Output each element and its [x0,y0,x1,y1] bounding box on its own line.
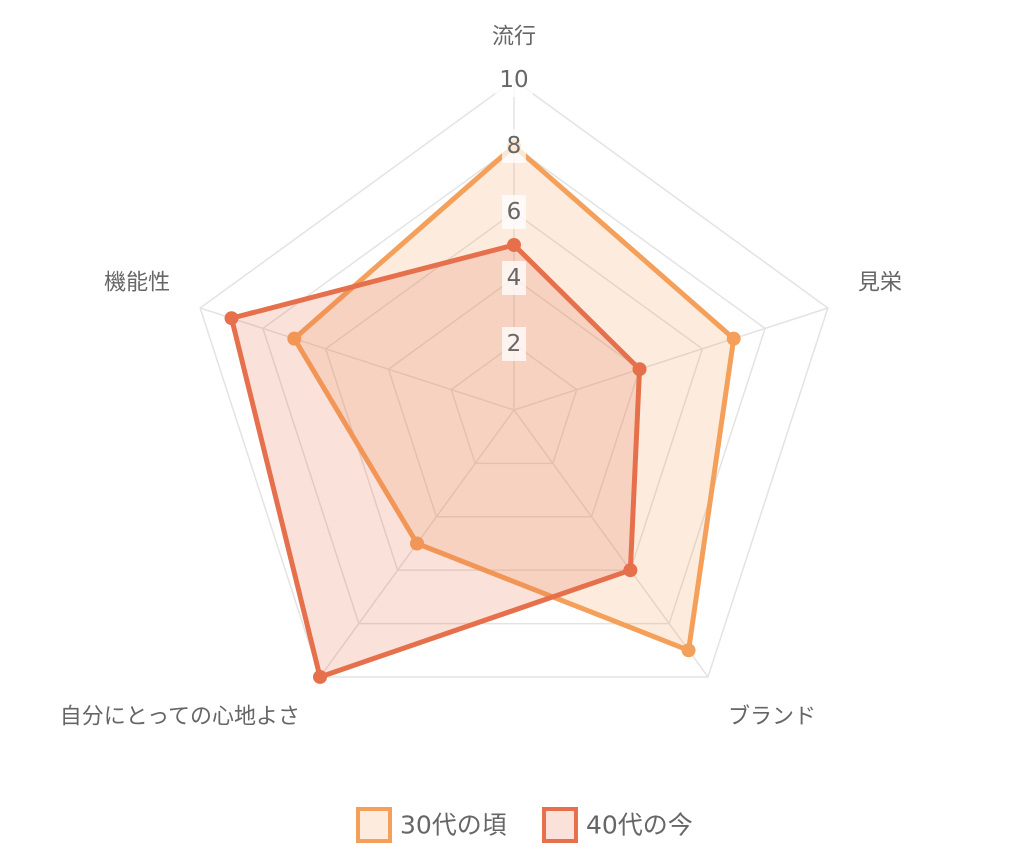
legend-label: 40代の今 [586,811,693,840]
tick-backdrop [502,129,526,163]
tick-backdrop [502,327,526,361]
tick-backdrop [502,261,526,295]
axis-label-4: 自分にとっての心地よさ [60,704,300,729]
legend-item-2[interactable]: 40代の今 [542,807,693,843]
tick-label-10: 10 [499,67,528,93]
grid-ring [450,343,578,465]
legend-swatch [542,807,578,843]
grid-ring [387,277,641,518]
data-point-series2-5[interactable] [224,311,239,326]
tick-backdrop [495,63,533,97]
tick-label-6: 6 [507,199,522,225]
tick-label-8: 8 [507,133,522,159]
legend-item-1[interactable]: 30代の頃 [356,807,507,843]
data-point-series1-2[interactable] [726,331,741,346]
axis-label-1: 流行 [492,25,536,50]
data-point-series1-4[interactable] [410,536,425,551]
data-point-series1-5[interactable] [287,331,302,346]
axis-label-2: 見栄 [858,271,902,296]
legend: 30代の頃 40代の今 [356,807,693,843]
series-layer [224,139,741,684]
grid-ring [324,211,704,571]
data-point-series1-3[interactable] [681,643,696,658]
grid-ring [199,79,829,678]
legend-swatch [356,807,392,843]
grid-spoke [199,307,515,411]
tick-label-2: 2 [507,331,522,357]
axis-label-3: ブランド [728,704,816,729]
ticks-layer: 2 4 6 8 10 [495,63,533,361]
legend-label: 30代の頃 [400,811,507,840]
data-point-series2-2[interactable] [632,362,647,377]
series-area-2 [229,242,643,680]
grid-spoke [513,307,829,411]
grid-spoke [513,409,709,678]
tick-label-4: 4 [507,265,522,291]
data-point-series2-1[interactable] [507,238,521,252]
tick-backdrop [502,195,526,229]
data-point-series2-4[interactable] [313,669,328,684]
data-point-series2-3[interactable] [623,563,638,578]
axis-label-5: 機能性 [104,271,170,296]
